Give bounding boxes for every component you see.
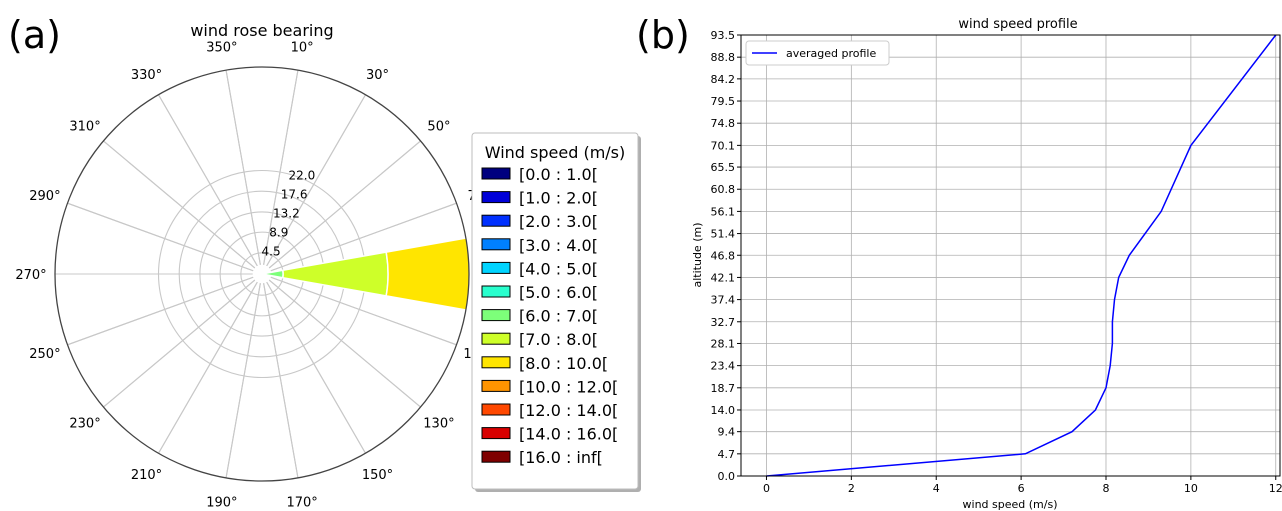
wind-rose-chart: wind rose bearing 4.5 8.9 13.2 17.6 22.0 10°… [15, 21, 641, 510]
wind-rose-bars [261, 222, 469, 326]
y-tick-label: 18.7 [711, 382, 736, 395]
legend-label: [5.0 : 6.0[ [519, 283, 598, 302]
profile-legend: averaged profile [745, 40, 890, 66]
profile-title: wind speed profile [958, 17, 1077, 32]
x-axis-label: wind speed (m/s) [963, 498, 1058, 511]
legend-label: [4.0 : 5.0[ [519, 259, 598, 278]
radial-tick-label: 4.5 [262, 245, 281, 259]
legend-label: [2.0 : 3.0[ [519, 212, 598, 231]
legend-label: [3.0 : 4.0[ [519, 236, 598, 255]
legend-label: [7.0 : 8.0[ [519, 330, 598, 349]
x-tick-label: 8 [1102, 482, 1109, 495]
y-tick-label: 93.5 [711, 29, 736, 42]
y-tick-label: 14.0 [711, 404, 736, 417]
bearing-label: 150° [362, 468, 393, 483]
y-tick-label: 79.5 [711, 95, 736, 108]
y-tick-labels: 0.0 4.7 9.4 14.0 18.7 23.4 28.1 32.7 37.4 42.1 46.… [711, 29, 741, 483]
panel-label-b: (b) [636, 13, 690, 57]
legend-label: [1.0 : 2.0[ [519, 189, 598, 208]
x-tick-labels: 0 2 4 6 8 10 12 [763, 476, 1282, 495]
legend-label: [8.0 : 10.0[ [519, 354, 608, 373]
y-tick-label: 88.8 [711, 51, 736, 64]
legend-swatch [481, 332, 511, 345]
bearing-label: 210° [131, 468, 162, 483]
bearing-label: 50° [427, 120, 450, 135]
y-tick-label: 32.7 [711, 316, 736, 329]
legend-series-label: averaged profile [786, 47, 876, 60]
y-tick-label: 70.1 [711, 139, 736, 152]
x-tick-label: 12 [1269, 482, 1282, 495]
bearing-label: 30° [366, 68, 389, 83]
x-tick-label: 10 [1184, 482, 1198, 495]
y-tick-label: 51.4 [711, 228, 736, 241]
legend-label: [14.0 : 16.0[ [519, 425, 618, 444]
legend-label: [12.0 : 14.0[ [519, 401, 618, 420]
legend-title: Wind speed (m/s) [485, 143, 626, 162]
legend-swatch [481, 427, 511, 440]
legend-label: [0.0 : 1.0[ [519, 165, 598, 184]
legend-swatch [481, 238, 511, 251]
legend-swatch [481, 214, 511, 227]
legend-swatch [481, 191, 511, 204]
y-axis-label: altitude (m) [691, 223, 704, 288]
legend-swatch [481, 309, 511, 322]
bearing-label: 130° [423, 416, 454, 431]
y-tick-label: 37.4 [711, 294, 736, 307]
x-tick-label: 6 [1018, 482, 1025, 495]
legend-swatch [481, 285, 511, 298]
wind-rose-title: wind rose bearing [190, 21, 333, 40]
bearing-label: 250° [29, 347, 60, 362]
averaged-profile-line [766, 34, 1277, 477]
y-tick-label: 23.4 [711, 360, 736, 373]
legend-label: [16.0 : inf[ [519, 448, 603, 467]
wind-rose-frame [54, 66, 470, 482]
y-tick-label: 0.0 [718, 470, 736, 483]
legend-label: [10.0 : 12.0[ [519, 377, 618, 396]
x-tick-label: 2 [848, 482, 855, 495]
y-tick-label: 56.1 [711, 205, 736, 218]
y-tick-label: 46.8 [711, 249, 736, 262]
y-tick-label: 42.1 [711, 271, 736, 284]
bearing-label: 330° [131, 68, 162, 83]
radial-tick-label: 8.9 [269, 225, 288, 239]
legend-swatch [481, 403, 511, 416]
legend-swatch [481, 356, 511, 369]
radial-tick-label: 13.2 [273, 207, 300, 221]
bearing-label: 290° [29, 189, 60, 204]
panel-label-a: (a) [8, 13, 61, 57]
legend-items: [0.0 : 1.0[ [1.0 : 2.0[ [2.0 : 3.0[ [3.0 : … [481, 165, 618, 467]
bearing-label: 270° [15, 268, 46, 283]
bearing-label: 230° [69, 416, 100, 431]
profile-legend-box [745, 40, 890, 66]
wind-rose-bar-segment [385, 222, 469, 326]
legend-box [471, 132, 639, 490]
x-tick-label: 4 [933, 482, 940, 495]
x-tick-label: 0 [763, 482, 770, 495]
legend-swatch [481, 167, 511, 180]
y-tick-label: 74.8 [711, 117, 736, 130]
legend-label: [6.0 : 7.0[ [519, 307, 598, 326]
bearing-label: 310° [69, 120, 100, 135]
wind-rose-radial-ticks: 4.5 8.9 13.2 17.6 22.0 [262, 168, 316, 258]
legend-swatch [481, 379, 511, 392]
legend-swatch [481, 450, 511, 463]
radial-tick-label: 17.6 [281, 187, 308, 201]
y-tick-label: 4.7 [718, 448, 736, 461]
radial-tick-label: 22.0 [289, 168, 316, 182]
y-tick-label: 60.8 [711, 183, 736, 196]
bearing-label: 190° [206, 495, 237, 510]
bearing-label: 170° [286, 495, 317, 510]
legend-swatch [481, 261, 511, 274]
wind-profile-chart: wind speed profile 0 2 4 6 8 10 12 0.0 4.7 9.4 14… [691, 17, 1282, 511]
y-tick-label: 65.5 [711, 161, 736, 174]
bearing-label: 10° [291, 41, 314, 56]
y-tick-label: 9.4 [718, 426, 736, 439]
bearing-label: 350° [206, 41, 237, 56]
y-tick-label: 84.2 [711, 73, 736, 86]
profile-grid [741, 34, 1280, 477]
profile-series [766, 34, 1277, 477]
y-tick-label: 28.1 [711, 337, 736, 350]
wind-rose-legend: Wind speed (m/s) [0.0 : 1.0[[1.0 : 2.0[[… [471, 132, 641, 492]
